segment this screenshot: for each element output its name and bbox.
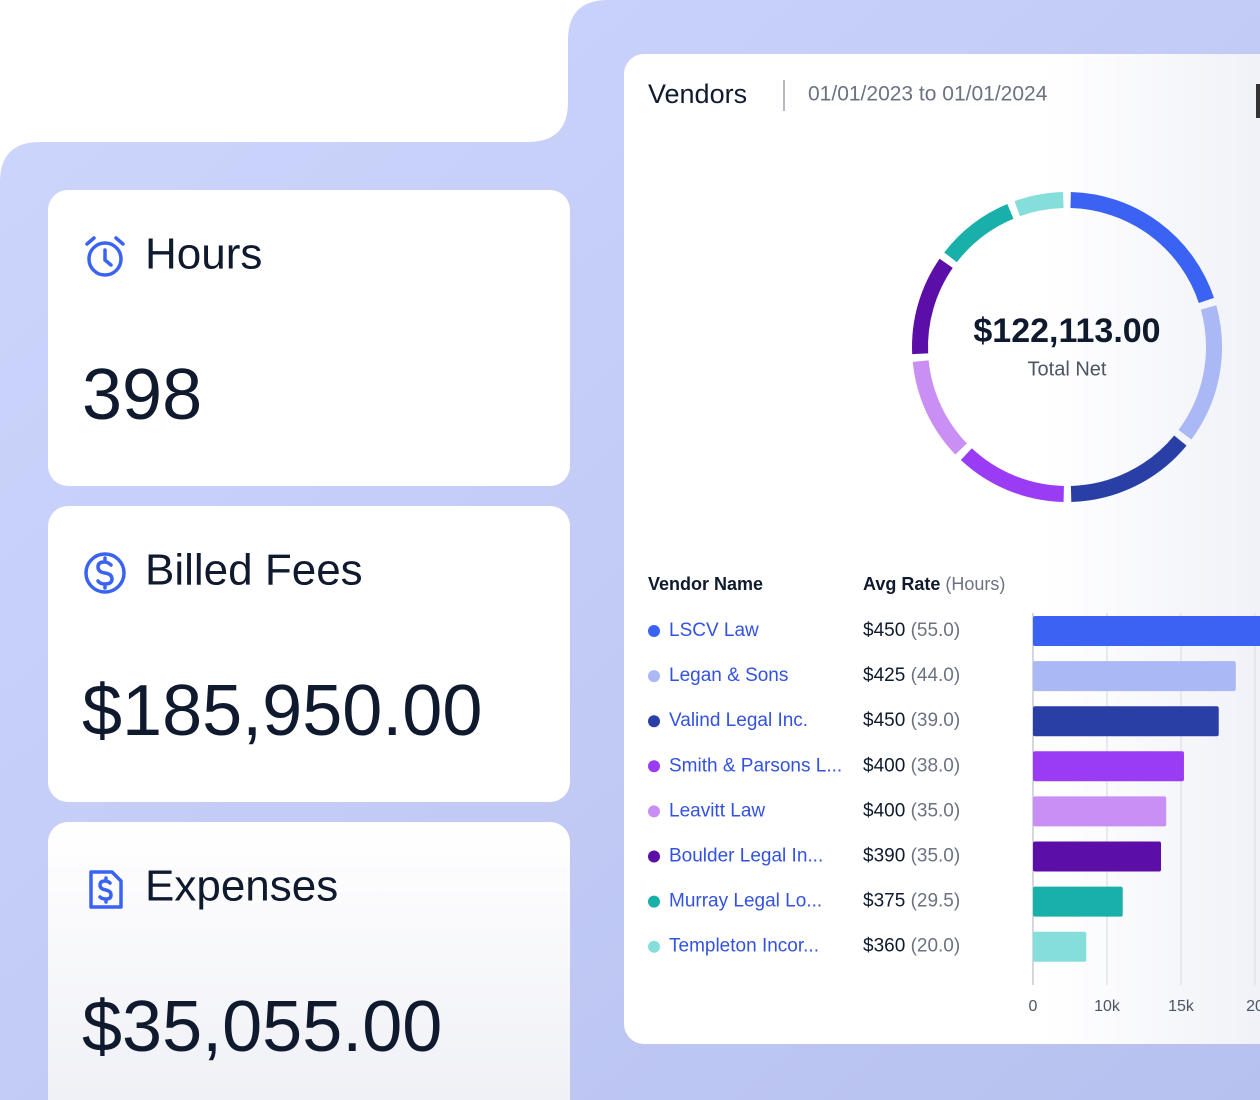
legend-dot <box>648 895 660 908</box>
card-title: Expenses <box>145 862 338 911</box>
bar <box>1033 751 1184 782</box>
column-header-hours: (Hours) <box>945 574 1005 594</box>
donut-center-value: $122,113.00 <box>973 312 1160 350</box>
donut-segment <box>1014 192 1064 217</box>
donut-segment <box>1070 435 1187 502</box>
document-icon <box>89 870 123 909</box>
card-value: $185,950.00 <box>82 671 482 751</box>
card-value: 398 <box>82 355 202 435</box>
clock-icon <box>85 236 125 277</box>
bar-plot <box>1032 613 1260 985</box>
column-header: Avg Rate (Hours) <box>863 574 1005 594</box>
rate-cell: $425 (44.0) <box>863 665 960 686</box>
x-tick-label: 20 <box>1246 998 1260 1015</box>
card-title: Billed Fees <box>145 546 363 595</box>
legend-dot <box>648 760 660 773</box>
hours: (44.0) <box>911 665 961 686</box>
legend-dot <box>648 940 660 953</box>
rate-cell: $390 (35.0) <box>863 846 960 867</box>
vendor-name: Legan & Sons <box>669 665 788 686</box>
rate-cell: $450 (55.0) <box>863 620 960 641</box>
vendor-name: Templeton Incor... <box>669 936 819 957</box>
donut-segment <box>944 203 1014 263</box>
column-header-rate: Avg Rate <box>863 574 940 594</box>
rate-cell: $400 (35.0) <box>863 800 960 821</box>
rate: $375 <box>863 891 905 912</box>
rate: $425 <box>863 665 905 686</box>
hours: (29.5) <box>911 891 961 912</box>
card <box>48 822 570 1100</box>
rate-cell: $360 (20.0) <box>863 936 960 957</box>
donut-center-label: Total Net <box>1028 358 1107 380</box>
card <box>48 190 570 486</box>
legend-dot <box>648 670 660 683</box>
dollar-icon <box>84 552 126 594</box>
rate: $400 <box>863 800 905 821</box>
legend-dot <box>648 850 660 863</box>
card <box>48 506 570 802</box>
bar <box>1033 886 1123 917</box>
legend-dot <box>648 715 660 728</box>
vendor-name: Valind Legal Inc. <box>669 710 808 731</box>
hours: (38.0) <box>911 755 961 776</box>
donut-segment <box>1178 305 1222 440</box>
date-range: 01/01/2023 to 01/01/2024 <box>808 83 1048 106</box>
rate-cell: $450 (39.0) <box>863 710 960 731</box>
rate: $390 <box>863 846 905 867</box>
donut-segment <box>912 258 953 355</box>
card-title: Hours <box>145 230 262 279</box>
vendor-name: Leavitt Law <box>669 800 765 821</box>
vendor-name: Boulder Legal In... <box>669 846 823 867</box>
bar <box>1033 841 1162 872</box>
hours: (55.0) <box>911 620 961 641</box>
donut-segment <box>912 360 967 455</box>
vendor-name: Murray Legal Lo... <box>669 891 822 912</box>
hours: (35.0) <box>911 846 961 867</box>
panel-edge-control <box>1256 84 1260 118</box>
rate: $450 <box>863 710 905 731</box>
rate: $400 <box>863 755 905 776</box>
legend-dot <box>648 805 660 818</box>
rate: $360 <box>863 936 905 957</box>
bar <box>1033 796 1167 827</box>
rate: $450 <box>863 620 905 641</box>
hours: (20.0) <box>911 936 961 957</box>
x-tick-label: 10k <box>1094 998 1121 1015</box>
bar <box>1033 661 1236 692</box>
column-header: Vendor Name <box>648 574 763 594</box>
x-tick-label: 0 <box>1029 998 1038 1015</box>
donut-segment <box>1070 192 1215 304</box>
bar <box>1033 706 1219 737</box>
donut-segment <box>960 448 1065 502</box>
legend-dot <box>648 625 660 637</box>
rate-cell: $400 (38.0) <box>863 755 960 776</box>
rate-cell: $375 (29.5) <box>863 891 960 912</box>
hours: (39.0) <box>911 710 961 731</box>
hours: (35.0) <box>911 800 961 821</box>
card-value: $35,055.00 <box>82 987 442 1067</box>
panel-title: Vendors <box>648 79 747 109</box>
bar <box>1033 616 1260 646</box>
vendor-name: Smith & Parsons L... <box>669 755 842 776</box>
vendor-name: LSCV Law <box>669 620 759 641</box>
x-tick-label: 15k <box>1168 998 1195 1015</box>
bar <box>1033 931 1087 962</box>
